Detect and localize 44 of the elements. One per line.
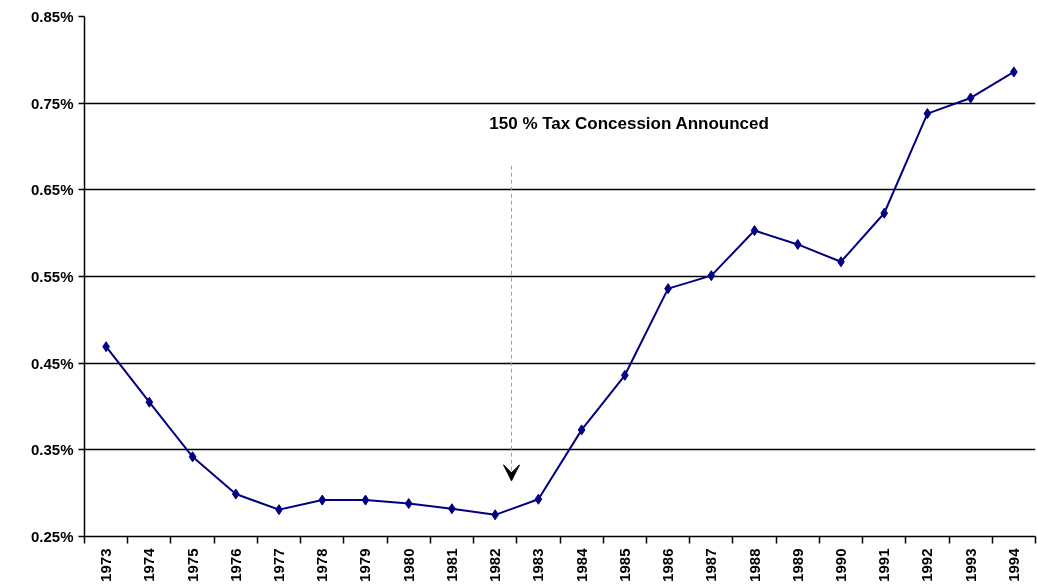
point [966, 92, 975, 104]
x-tick-label: 1989 [788, 548, 806, 582]
x-tick-label: 1988 [745, 548, 763, 582]
point [318, 494, 327, 506]
x-tick-label: 1991 [875, 548, 893, 582]
x-tick-label: 1979 [356, 548, 374, 582]
annotation: 150 % Tax Concession Announced [489, 113, 769, 133]
x-tick-label: 1973 [97, 548, 115, 582]
x-tick-label: 1975 [183, 548, 201, 582]
x-tick-label: 1993 [961, 548, 979, 582]
x-tick-label: 1985 [615, 548, 633, 582]
x-tick-label: 1984 [572, 547, 590, 582]
point [231, 488, 240, 500]
point [923, 108, 932, 120]
x-tick-label: 1986 [659, 548, 677, 582]
point [188, 451, 197, 463]
x-tick-label: 1976 [226, 548, 244, 582]
x-tick-label: 1992 [918, 548, 936, 582]
x-tick-label: 1982 [486, 548, 504, 582]
y-tick-label: 0.35% [30, 441, 74, 459]
y-tick-label: 0.55% [30, 268, 74, 285]
x-tick-label: 1978 [313, 548, 331, 582]
y-tick-label: 0.65% [30, 181, 74, 199]
y-tick-label: 0.25% [30, 528, 74, 545]
x-tick-label: 1994 [1004, 547, 1022, 582]
x-tick-label: 1980 [399, 548, 417, 582]
x-tick-label: 1990 [831, 548, 849, 582]
y-tick-label: 0.85% [30, 8, 74, 25]
point [577, 424, 586, 436]
point [750, 225, 759, 237]
point [880, 207, 889, 219]
x-tick-label: 1987 [702, 548, 720, 582]
x-tick-label: 1981 [442, 548, 460, 582]
x-tick-label: 1974 [140, 547, 158, 582]
point [145, 396, 154, 408]
x-tick-label: 1977 [270, 548, 288, 582]
y-tick-label: 0.45% [30, 354, 74, 372]
point [793, 238, 802, 250]
point [534, 493, 543, 505]
y-tick-label: 0.75% [30, 94, 74, 112]
point [707, 270, 716, 282]
x-tick-label: 1983 [529, 548, 547, 582]
point [404, 498, 413, 510]
point [361, 494, 370, 506]
